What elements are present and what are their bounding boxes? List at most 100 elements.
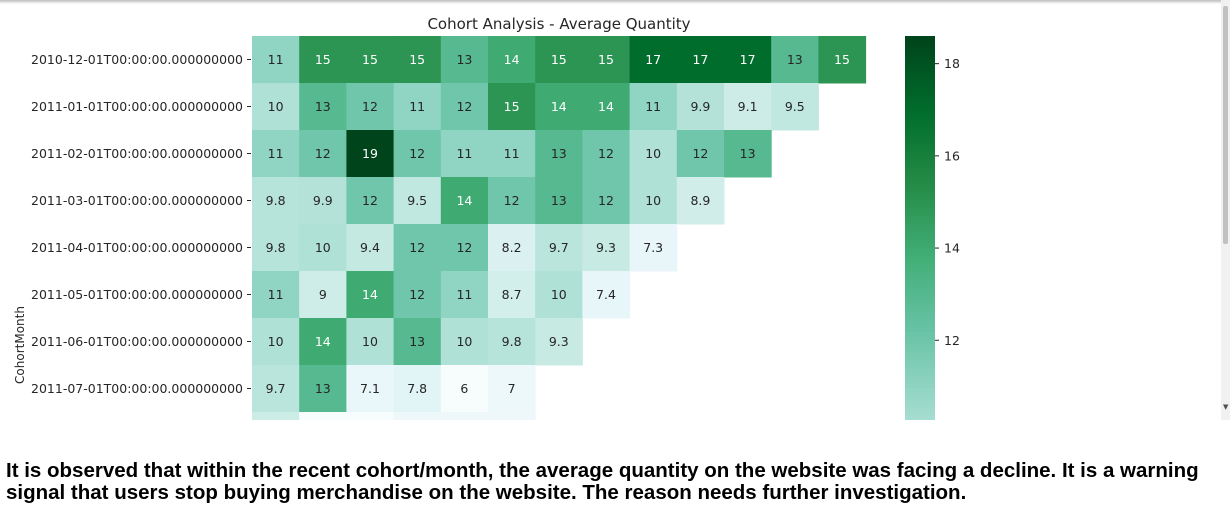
cell-value-label: 13 [551, 146, 567, 161]
cell-value-label: 12 [504, 193, 520, 208]
colorbar-segment [905, 216, 935, 221]
row-label: 2011-04-01T00:00:00.000000000 [31, 240, 243, 255]
cell-value-label: 7.4 [596, 287, 616, 302]
heatmap-cell [299, 271, 347, 319]
colorbar-segment [905, 44, 935, 49]
heatmap-cell [299, 224, 347, 272]
heatmap-cell [629, 130, 678, 178]
cell-value-label: 9.8 [266, 193, 286, 208]
cell-value-label: 13 [787, 52, 803, 67]
scroll-down-arrow-icon[interactable]: ▼ [1223, 403, 1229, 411]
cell-value-label: 12 [598, 146, 614, 161]
heatmap-cell-cropped [299, 412, 347, 420]
colorbar-segment [905, 408, 935, 413]
cell-value-label: 12 [362, 193, 378, 208]
colorbar-segment [905, 208, 935, 213]
heatmap-cell [676, 177, 725, 225]
colorbar-segment [905, 320, 935, 325]
colorbar-segment [905, 156, 935, 161]
cell-value-label: 9 [319, 287, 327, 302]
heatmap-cell [393, 177, 442, 225]
heatmap-cell [488, 224, 536, 272]
row-label: 2011-05-01T00:00:00.000000000 [31, 287, 243, 302]
heatmap-cell [488, 130, 536, 178]
cell-value-label: 14 [315, 334, 331, 349]
cell-value-label: 13 [456, 52, 472, 67]
colorbar-segment [905, 220, 935, 225]
row-label: 2011-06-01T00:00:00.000000000 [31, 334, 243, 349]
colorbar-segment [905, 56, 935, 61]
cell-value-label: 12 [692, 146, 708, 161]
cell-value-label: 6 [460, 381, 468, 396]
cell-value-label: 13 [740, 146, 756, 161]
cell-value-label: 9.8 [266, 240, 286, 255]
heatmap-cell [771, 83, 819, 131]
heatmap-cell [346, 365, 395, 413]
colorbar-segment [905, 364, 935, 369]
row-label: 2011-07-01T00:00:00.000000000 [31, 381, 243, 396]
heatmap-cell [771, 36, 819, 84]
colorbar-segment [905, 308, 935, 313]
cell-value-label: 14 [551, 99, 567, 114]
heatmap-cell [252, 271, 300, 319]
colorbar-segment [905, 272, 935, 277]
heatmap-cell [252, 318, 300, 366]
row-label: 2010-12-01T00:00:00.000000000 [31, 52, 243, 67]
heatmap-cell [299, 177, 347, 225]
colorbar-tick-label: 18 [944, 56, 960, 71]
heatmap-cell [346, 36, 395, 84]
row-label: 2011-01-01T00:00:00.000000000 [31, 99, 243, 114]
colorbar-segment [905, 48, 935, 53]
heatmap-cell [346, 318, 395, 366]
colorbar-segment [905, 144, 935, 149]
heatmap-cell [582, 224, 631, 272]
cell-value-label: 17 [740, 52, 756, 67]
cell-value-label: 15 [315, 52, 331, 67]
heatmap-cell [535, 36, 583, 84]
heatmap-cell [676, 130, 725, 178]
cell-value-label: 10 [645, 193, 661, 208]
cell-value-label: 15 [409, 52, 425, 67]
colorbar-segment [905, 100, 935, 105]
colorbar-segment [905, 60, 935, 65]
cell-value-label: 13 [409, 334, 425, 349]
heatmap-cell [346, 83, 395, 131]
colorbar-segment [905, 352, 935, 357]
heatmap-cell [535, 318, 583, 366]
heatmap-cell [393, 271, 442, 319]
colorbar-segment [905, 348, 935, 353]
heatmap-cell [393, 224, 442, 272]
heatmap-cell [440, 365, 489, 413]
heatmap-cell [488, 83, 536, 131]
cell-value-label: 9.1 [738, 99, 758, 114]
heatmap-cell [724, 83, 772, 131]
heatmap-cell [440, 318, 489, 366]
colorbar-segment [905, 392, 935, 397]
scrollbar-thumb[interactable] [1223, 6, 1228, 244]
colorbar-segment [905, 192, 935, 197]
cell-value-label: 11 [268, 146, 284, 161]
cell-value-label: 8.2 [502, 240, 522, 255]
colorbar-segment [905, 88, 935, 93]
cell-value-label: 9.9 [690, 99, 710, 114]
colorbar-segment [905, 400, 935, 405]
cell-value-label: 9.8 [502, 334, 522, 349]
colorbar-segment [905, 324, 935, 329]
cell-value-label: 7 [508, 381, 516, 396]
heatmap-cell [252, 177, 300, 225]
colorbar-segment [905, 224, 935, 229]
cell-value-label: 10 [456, 334, 472, 349]
heatmap-cell [535, 177, 583, 225]
heatmap-cell-cropped [346, 412, 395, 420]
heatmap-cell [252, 224, 300, 272]
heatmap-cell [440, 177, 489, 225]
heatmap-cell [535, 83, 583, 131]
cell-value-label: 8.9 [690, 193, 710, 208]
colorbar-segment [905, 188, 935, 193]
colorbar-segment [905, 124, 935, 129]
cell-value-label: 9.5 [407, 193, 427, 208]
heatmap-cell [724, 36, 772, 84]
heatmap-cell [488, 271, 536, 319]
colorbar-segment [905, 316, 935, 321]
colorbar-segment [905, 204, 935, 209]
